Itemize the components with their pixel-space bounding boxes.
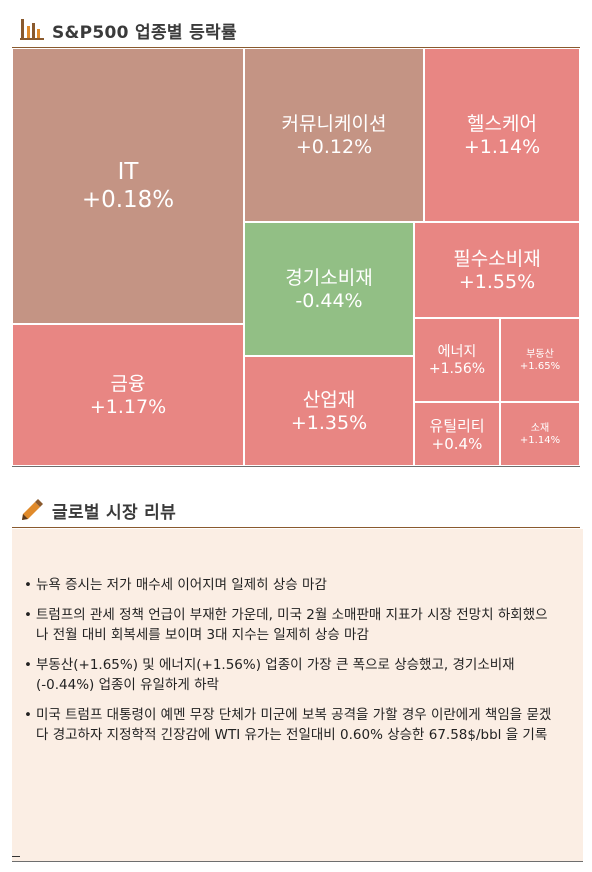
sector-value: +1.17% (89, 395, 167, 418)
treemap-label: 필수소비재 +1.55% (415, 248, 579, 294)
treemap-cell: 헬스케어 +1.14% (424, 48, 580, 222)
treemap-label: 산업재 +1.35% (245, 389, 413, 435)
treemap-cell: 금융 +1.17% (12, 324, 244, 466)
chart-header: S&P500 업종별 등락률 (0, 12, 592, 48)
footer-mark (12, 856, 20, 857)
treemap-cell: 부동산 +1.65% (500, 318, 580, 402)
header-divider (12, 527, 580, 528)
sector-name: 산업재 (302, 389, 356, 412)
treemap-cell: 에너지 +1.56% (414, 318, 500, 402)
sector-name: IT (117, 159, 139, 186)
sector-value: +1.65% (519, 361, 561, 372)
review-title: 글로벌 시장 리뷰 (52, 503, 177, 523)
sector-name: 커뮤니케이션 (281, 113, 387, 136)
review-item: 트럼프의 관세 정책 언급이 부재한 가운데, 미국 2월 소매판매 지표가 시… (24, 605, 557, 645)
sector-name: 금융 (110, 373, 146, 396)
review-list: 뉴욕 증시는 저가 매수세 이어지며 일제히 상승 마감 트럼프의 관세 정책 … (12, 529, 583, 745)
treemap-label: 금융 +1.17% (13, 373, 243, 419)
treemap-label: 경기소비재 -0.44% (245, 267, 413, 313)
treemap-label: 부동산 +1.65% (501, 349, 579, 373)
sector-name: 유틸리티 (429, 417, 485, 435)
sector-value: +0.12% (295, 135, 373, 158)
treemap-cell: 필수소비재 +1.55% (414, 222, 580, 318)
sector-value: +1.56% (428, 360, 486, 377)
review-item: 부동산(+1.65%) 및 에너지(+1.56%) 업종이 가장 큰 폭으로 상… (24, 655, 557, 695)
sector-value: -0.44% (295, 289, 363, 312)
treemap-label: 소재 +1.14% (501, 423, 579, 447)
review-header: 글로벌 시장 리뷰 (0, 492, 592, 528)
treemap-cell: 소재 +1.14% (500, 402, 580, 466)
sector-name: 필수소비재 (453, 248, 541, 271)
treemap-label: 유틸리티 +0.4% (415, 417, 499, 453)
sector-name: 소재 (530, 423, 550, 434)
sector-treemap: IT +0.18% 커뮤니케이션 +0.12% 헬스케어 +1.14% 경기소비재 -0.44… (12, 48, 580, 466)
sector-value: +1.14% (519, 435, 561, 446)
treemap-label: 헬스케어 +1.14% (425, 113, 579, 159)
sector-value: +1.55% (458, 270, 536, 293)
treemap-cell: IT +0.18% (12, 48, 244, 324)
sector-value: +0.4% (431, 435, 483, 453)
market-review-panel: 뉴욕 증시는 저가 매수세 이어지며 일제히 상승 마감 트럼프의 관세 정책 … (12, 529, 583, 862)
sector-name: 에너지 (437, 344, 477, 361)
treemap-cell: 산업재 +1.35% (244, 356, 414, 466)
chart-title: S&P500 업종별 등락률 (52, 23, 237, 43)
treemap-label: IT +0.18% (13, 159, 243, 214)
bar-chart-icon (20, 19, 44, 40)
pencil-icon (22, 499, 43, 520)
treemap-baseline (12, 466, 580, 467)
review-item: 미국 트럼프 대통령이 예멘 무장 단체가 미군에 보복 공격을 가할 경우 이… (24, 705, 557, 745)
sector-name: 부동산 (526, 349, 554, 360)
review-item: 뉴욕 증시는 저가 매수세 이어지며 일제히 상승 마감 (24, 575, 557, 595)
sector-value: +0.18% (81, 186, 175, 213)
header-divider (12, 47, 580, 48)
sector-value: +1.14% (463, 135, 541, 158)
treemap-cell: 경기소비재 -0.44% (244, 222, 414, 356)
sector-name: 경기소비재 (285, 267, 373, 290)
treemap-label: 에너지 +1.56% (415, 344, 499, 378)
sector-value: +1.35% (290, 411, 368, 434)
treemap-cell: 커뮤니케이션 +0.12% (244, 48, 424, 222)
sector-name: 헬스케어 (467, 113, 537, 136)
treemap-label: 커뮤니케이션 +0.12% (245, 113, 423, 159)
treemap-cell: 유틸리티 +0.4% (414, 402, 500, 466)
